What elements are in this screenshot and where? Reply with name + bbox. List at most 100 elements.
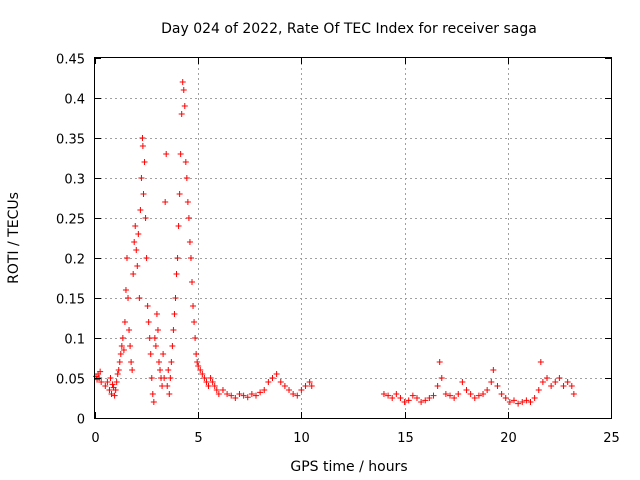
data-point <box>125 295 132 301</box>
data-point <box>405 397 412 404</box>
y-tick-label: 0.15 <box>56 293 85 308</box>
data-point <box>248 391 255 397</box>
data-point <box>490 367 497 373</box>
data-point <box>121 319 128 325</box>
x-tick-label: 15 <box>397 431 414 446</box>
data-point <box>154 327 161 333</box>
data-point <box>480 391 487 397</box>
data-point <box>157 367 164 373</box>
data-point <box>455 391 462 397</box>
data-point <box>194 359 201 365</box>
data-point <box>183 175 190 181</box>
data-point <box>118 343 125 349</box>
data-point <box>308 383 315 389</box>
data-point <box>174 255 181 261</box>
data-point <box>173 271 180 277</box>
data-point <box>115 367 122 373</box>
data-point <box>155 359 162 365</box>
data-point <box>281 383 288 389</box>
data-point <box>122 287 129 293</box>
data-point <box>240 392 247 399</box>
data-point <box>126 327 133 333</box>
data-point <box>207 375 214 381</box>
x-tick-label: 20 <box>500 431 517 446</box>
data-point <box>535 387 542 393</box>
data-point <box>117 351 124 357</box>
data-point <box>175 223 182 229</box>
data-point <box>169 343 176 349</box>
data-point <box>519 399 526 405</box>
data-point <box>138 175 145 181</box>
y-tick-label: 0.05 <box>56 373 85 388</box>
data-point <box>215 391 222 397</box>
y-tick-label: 0.2 <box>64 253 85 268</box>
data-point <box>144 303 151 309</box>
data-point <box>134 263 141 269</box>
data-point <box>136 295 143 301</box>
data-point <box>265 379 272 385</box>
data-point <box>294 392 301 399</box>
data-point <box>252 392 259 399</box>
data-point <box>113 379 120 385</box>
axis-ticks: 0 0.05 0.1 0.15 0.2 0.25 0.3 0.35 0.4 0.45 0 5 10 15 2… <box>56 53 620 447</box>
data-point <box>130 271 137 277</box>
data-point <box>166 391 173 397</box>
data-point <box>506 399 513 405</box>
data-point <box>197 367 204 373</box>
data-point <box>190 303 197 309</box>
data-point <box>556 375 563 381</box>
x-tick-label: 10 <box>293 431 310 446</box>
data-point <box>393 391 400 397</box>
data-point <box>430 392 437 399</box>
data-point <box>494 383 501 389</box>
data-point <box>192 335 199 341</box>
data-point <box>164 383 171 389</box>
data-point <box>502 395 509 401</box>
y-tick-label: 0.35 <box>56 133 85 148</box>
data-point <box>438 375 445 381</box>
data-point <box>186 239 193 245</box>
y-axis-title: ROTI / TECUs <box>6 192 22 284</box>
data-point <box>178 111 185 117</box>
data-point <box>463 387 470 393</box>
data-point <box>498 391 505 397</box>
data-point <box>97 368 104 375</box>
data-point <box>114 371 121 377</box>
data-point <box>413 395 420 401</box>
y-tick-label: 0.4 <box>64 93 85 108</box>
data-point <box>108 391 115 397</box>
data-point <box>205 383 212 389</box>
chart-title: Day 024 of 2022, Rate Of TEC Index for r… <box>161 21 537 37</box>
data-points <box>93 79 577 407</box>
data-point <box>133 247 140 253</box>
data-point <box>442 391 449 397</box>
data-point <box>141 159 148 165</box>
data-point <box>116 359 123 365</box>
x-axis-title: GPS time / hours <box>290 459 407 475</box>
data-point <box>290 391 297 397</box>
data-point <box>467 391 474 397</box>
data-point <box>120 347 127 353</box>
grid-lines <box>95 58 611 418</box>
data-point <box>167 375 174 381</box>
data-point <box>436 359 443 365</box>
data-point <box>544 375 551 381</box>
data-point <box>447 392 454 399</box>
data-point <box>129 367 136 373</box>
x-tick-label: 5 <box>194 431 202 446</box>
data-point <box>261 387 268 393</box>
data-point <box>165 367 172 373</box>
data-point <box>184 199 191 205</box>
data-point <box>139 135 146 141</box>
data-point <box>135 231 142 237</box>
data-point <box>385 392 392 399</box>
data-point <box>160 351 167 357</box>
data-point <box>128 359 135 365</box>
data-point <box>426 395 433 401</box>
data-point <box>106 387 113 393</box>
data-point <box>131 239 138 245</box>
data-point <box>434 383 441 389</box>
data-point <box>570 391 577 397</box>
data-point <box>140 191 147 197</box>
data-point <box>163 151 170 157</box>
